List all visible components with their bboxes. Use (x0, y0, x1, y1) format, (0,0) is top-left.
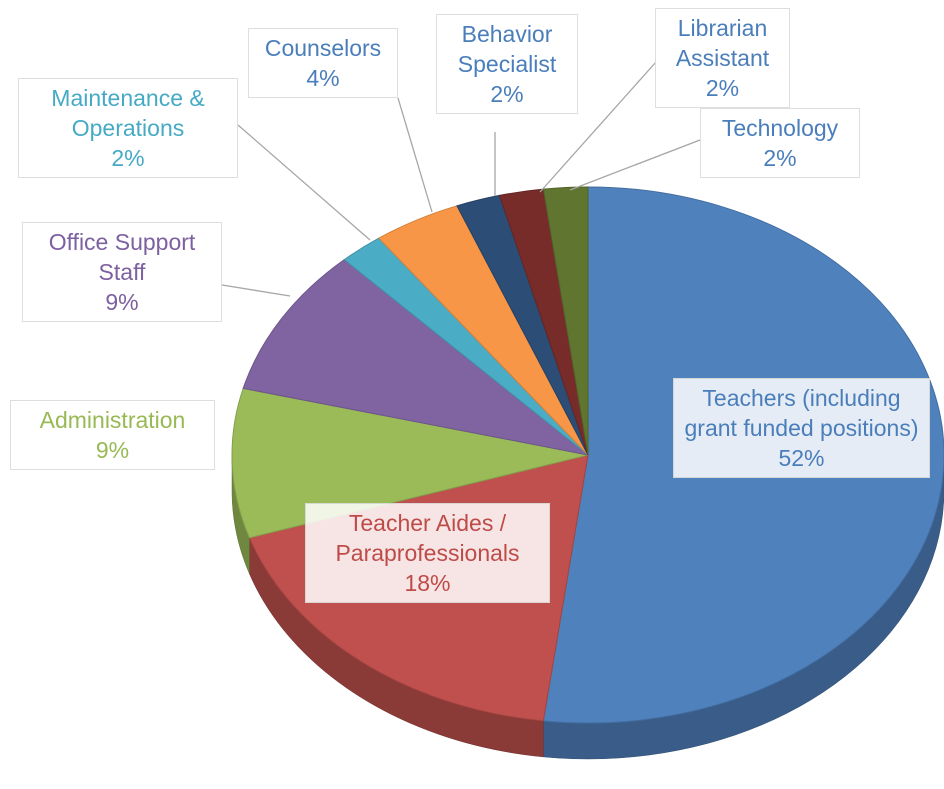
leader-line (569, 139, 701, 191)
category-label: Librarian Assistant (675, 15, 770, 71)
leader-line (397, 97, 433, 213)
leader-line (539, 61, 657, 193)
category-label: Teachers (including grant funded positio… (684, 385, 919, 441)
category-label: Maintenance & Operations (51, 85, 205, 141)
data-label: Behavior Specialist 2% (436, 14, 578, 114)
data-label: Librarian Assistant 2% (655, 8, 790, 108)
value-label: 52% (778, 445, 825, 471)
category-label: Technology (721, 115, 839, 141)
data-label: Office Support Staff 9% (22, 222, 222, 322)
value-label: 4% (306, 65, 340, 91)
data-label: Teacher Aides / Paraprofessionals 18% (305, 503, 550, 603)
value-label: 18% (404, 570, 451, 596)
data-label: Teachers (including grant funded positio… (673, 378, 930, 478)
slice (231, 387, 589, 539)
value-label: 9% (105, 289, 139, 315)
value-label: 2% (763, 145, 797, 171)
slice (242, 259, 589, 456)
value-label: 2% (490, 81, 524, 107)
leader-line (221, 284, 291, 297)
data-label: Maintenance & Operations 2% (18, 78, 238, 178)
category-label: Administration (39, 407, 186, 433)
data-label: Administration 9% (10, 400, 215, 470)
leader-line (237, 124, 371, 241)
data-label: Technology 2% (700, 108, 860, 178)
category-label: Behavior Specialist (457, 21, 557, 77)
value-label: 9% (95, 437, 130, 463)
category-label: Office Support Staff (48, 229, 196, 285)
data-label: Counselors 4% (248, 28, 398, 98)
category-label: Counselors (264, 35, 382, 61)
category-label: Teacher Aides / Paraprofessionals (335, 510, 520, 566)
value-label: 2% (705, 75, 740, 101)
value-label: 2% (111, 145, 145, 171)
